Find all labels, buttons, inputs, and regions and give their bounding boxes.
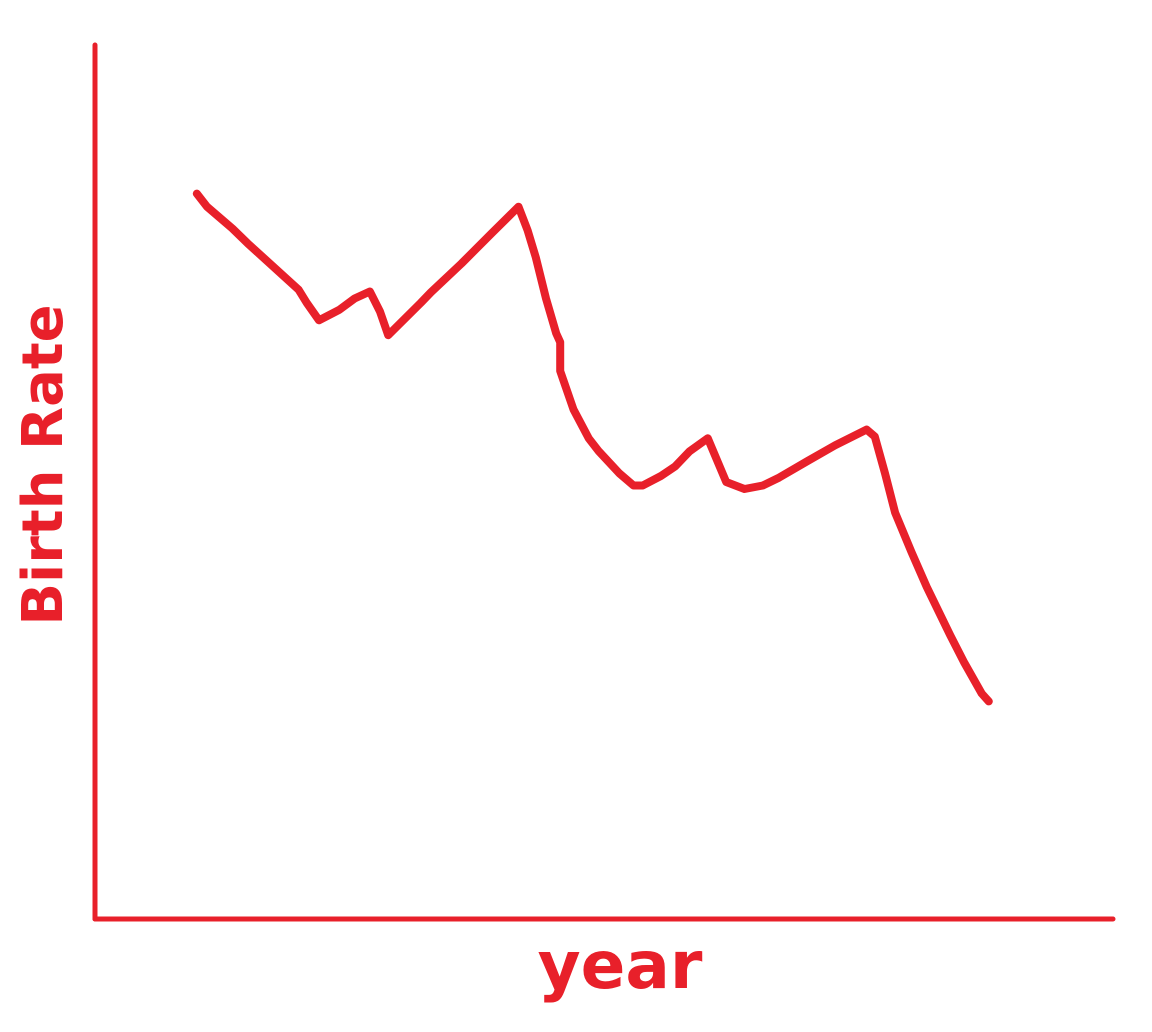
- y-axis-label: Birth Rate: [11, 304, 76, 625]
- data-point: [351, 295, 359, 302]
- data-point: [686, 447, 693, 455]
- data-point: [524, 226, 532, 234]
- data-point: [303, 299, 311, 307]
- data-point: [427, 288, 435, 296]
- data-point: [556, 338, 564, 346]
- data-point: [775, 474, 783, 482]
- data-point: [907, 548, 915, 556]
- data-point: [366, 288, 374, 295]
- data-point: [417, 299, 425, 307]
- data-point: [923, 583, 931, 591]
- data-point: [542, 295, 550, 302]
- data-point: [657, 472, 665, 480]
- data-point: [556, 367, 564, 375]
- data-point: [570, 406, 577, 413]
- data-point: [585, 434, 593, 442]
- data-point: [532, 253, 540, 261]
- data-point: [595, 447, 603, 455]
- data-point: [759, 482, 767, 489]
- data-point: [639, 482, 647, 489]
- data-point: [804, 457, 812, 465]
- data-point: [871, 433, 879, 441]
- data-point: [615, 469, 623, 477]
- data-point: [315, 316, 323, 324]
- data-point: [978, 690, 986, 697]
- data-point: [335, 306, 343, 314]
- x-axis-label: year: [538, 927, 703, 1004]
- data-point: [244, 239, 252, 247]
- data-point: [831, 441, 839, 449]
- data-point: [630, 482, 637, 489]
- data-point: [741, 485, 748, 493]
- data-point: [881, 469, 889, 477]
- series-line-0: [192, 189, 993, 706]
- data-point: [384, 331, 392, 339]
- data-point: [863, 426, 871, 434]
- data-point: [458, 260, 465, 267]
- data-point: [891, 509, 899, 517]
- data-point: [671, 462, 679, 470]
- series-layer: [192, 189, 993, 706]
- data-point: [193, 190, 201, 198]
- data-point: [228, 225, 236, 232]
- data-point: [295, 286, 303, 294]
- data-point: [946, 631, 954, 639]
- data-point: [985, 697, 993, 705]
- data-point: [515, 203, 522, 211]
- data-point: [488, 229, 496, 237]
- data-point: [960, 659, 968, 667]
- data-point: [376, 308, 384, 316]
- data-point: [704, 434, 712, 442]
- data-point: [722, 478, 730, 486]
- data-point: [552, 329, 560, 337]
- data-point: [203, 203, 211, 211]
